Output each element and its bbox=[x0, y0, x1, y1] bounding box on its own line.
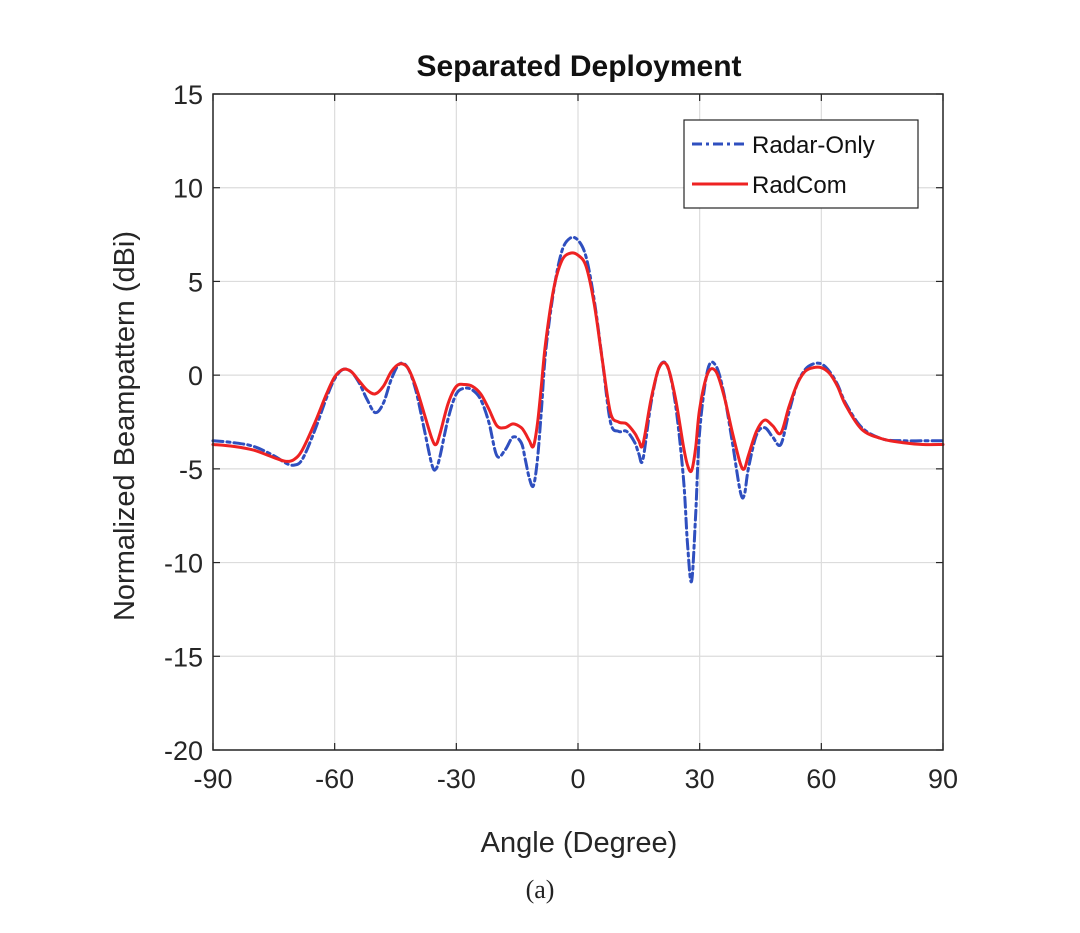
x-tick-label: 30 bbox=[685, 764, 715, 794]
y-tick-label: 0 bbox=[188, 361, 203, 391]
series-line-radar-only bbox=[211, 235, 945, 584]
x-tick-label: 60 bbox=[806, 764, 836, 794]
figure-caption: (a) bbox=[525, 875, 555, 904]
legend-box bbox=[683, 119, 919, 209]
y-tick-label: 5 bbox=[188, 267, 203, 297]
legend-label-radcom: RadCom bbox=[752, 172, 847, 199]
series-lines bbox=[211, 235, 945, 584]
x-tick-label: -90 bbox=[193, 764, 232, 794]
x-tick-label: 0 bbox=[570, 764, 585, 794]
chart-title: Separated Deployment bbox=[416, 50, 741, 83]
x-tick-label: -60 bbox=[315, 764, 354, 794]
x-tick-label: 90 bbox=[928, 764, 958, 794]
y-tick-label: -20 bbox=[164, 736, 203, 766]
series-line-radcom bbox=[211, 251, 945, 474]
legend: Radar-Only RadCom bbox=[683, 119, 919, 209]
y-tick-label: 15 bbox=[173, 80, 203, 110]
x-tick-label: -30 bbox=[437, 764, 476, 794]
x-axis-label: Angle (Degree) bbox=[481, 827, 678, 859]
y-tick-label: -5 bbox=[179, 455, 203, 485]
legend-label-radar-only: Radar-Only bbox=[752, 132, 875, 159]
y-tick-label: -15 bbox=[164, 642, 203, 672]
y-axis-label: Normalized Beampattern (dBi) bbox=[109, 231, 141, 621]
axis-ticks: -90 -60 -30 0 30 60 90 -20 -15 -10 -5 0 5 10 15 bbox=[164, 80, 958, 794]
y-tick-label: -10 bbox=[164, 549, 203, 579]
y-tick-label: 10 bbox=[173, 174, 203, 204]
